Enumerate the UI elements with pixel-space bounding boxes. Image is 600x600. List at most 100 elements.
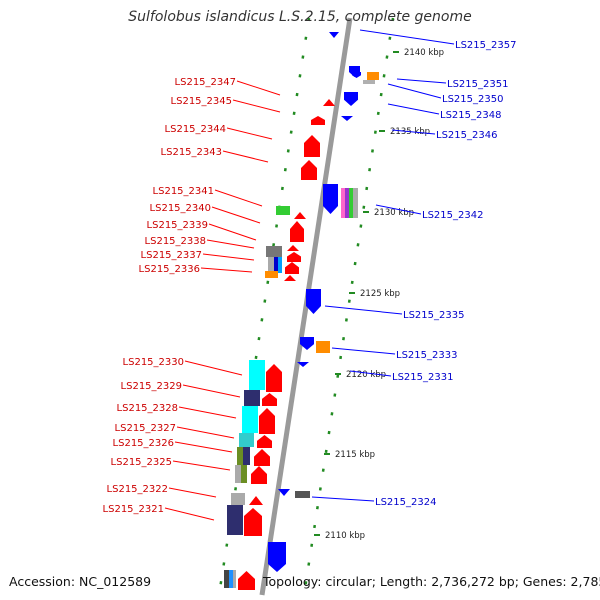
- reverse-gene-label[interactable]: LS215_2357: [455, 40, 516, 51]
- gene-block[interactable]: [243, 447, 250, 465]
- forward-gene-label[interactable]: LS215_2337: [141, 250, 202, 261]
- reverse-gene-arrow[interactable]: [306, 289, 321, 314]
- gene-block[interactable]: [241, 465, 247, 483]
- forward-gene-label[interactable]: LS215_2340: [150, 203, 211, 214]
- gene-block[interactable]: [278, 257, 282, 273]
- forward-gene-label[interactable]: LS215_2321: [103, 504, 164, 515]
- forward-gene-label[interactable]: LS215_2327: [115, 423, 176, 434]
- forward-gene-label[interactable]: LS215_2347: [175, 77, 236, 88]
- forward-gene-arrow[interactable]: [294, 212, 306, 219]
- forward-gene-arrow[interactable]: [257, 435, 272, 448]
- forward-gene-arrow[interactable]: [323, 99, 335, 106]
- forward-gene-leader-line: [174, 441, 233, 453]
- forward-gene-arrow[interactable]: [285, 262, 299, 274]
- forward-gene-arrow[interactable]: [262, 393, 277, 406]
- gene-block[interactable]: [265, 271, 278, 278]
- gene-block[interactable]: [249, 360, 265, 390]
- genome-stats-text: Topology: circular; Length: 2,736,272 bp…: [263, 574, 600, 589]
- forward-gene-leader-line: [200, 267, 253, 273]
- gene-block[interactable]: [341, 188, 345, 218]
- reverse-gene-label[interactable]: LS215_2346: [436, 130, 497, 141]
- forward-gene-leader-line: [172, 460, 231, 471]
- gene-block[interactable]: [295, 491, 310, 498]
- gene-block[interactable]: [235, 465, 241, 483]
- reverse-gene-arrow[interactable]: [341, 116, 353, 121]
- reverse-gene-leader-line: [324, 305, 403, 315]
- forward-gene-arrow[interactable]: [251, 466, 267, 484]
- forward-gene-label[interactable]: LS215_2330: [123, 357, 184, 368]
- gene-block[interactable]: [316, 341, 330, 353]
- forward-gene-label[interactable]: LS215_2329: [121, 381, 182, 392]
- forward-gene-label[interactable]: LS215_2326: [113, 438, 174, 449]
- forward-gene-label[interactable]: LS215_2341: [153, 186, 214, 197]
- forward-gene-label[interactable]: LS215_2338: [145, 236, 206, 247]
- reverse-gene-label[interactable]: LS215_2351: [447, 79, 508, 90]
- reverse-gene-arrow[interactable]: [329, 32, 339, 38]
- reverse-gene-arrow[interactable]: [344, 92, 358, 106]
- gene-block[interactable]: [353, 188, 358, 218]
- forward-gene-leader-line: [222, 150, 269, 163]
- forward-gene-arrow[interactable]: [290, 221, 304, 242]
- reverse-gene-arrow[interactable]: [300, 337, 314, 350]
- dotted-guide-lines: [217, 17, 395, 596]
- forward-gene-arrow[interactable]: [304, 135, 320, 157]
- forward-gene-label[interactable]: LS215_2336: [139, 264, 200, 275]
- gene-block[interactable]: [227, 505, 243, 535]
- reverse-gene-label[interactable]: LS215_2324: [375, 497, 436, 508]
- reverse-gene-arrow[interactable]: [297, 362, 309, 367]
- gene-block[interactable]: [276, 206, 290, 215]
- gene-block[interactable]: [349, 188, 353, 218]
- forward-gene-label[interactable]: LS215_2325: [111, 457, 172, 468]
- reverse-gene-arrow[interactable]: [352, 72, 361, 78]
- forward-gene-leader-line: [236, 80, 281, 96]
- gene-block[interactable]: [224, 570, 229, 588]
- forward-gene-label[interactable]: LS215_2339: [147, 220, 208, 231]
- gene-block[interactable]: [239, 433, 254, 447]
- forward-gene-arrow[interactable]: [301, 160, 317, 180]
- forward-gene-arrow[interactable]: [287, 245, 299, 251]
- gene-block[interactable]: [231, 493, 245, 505]
- tick-label: 2115 kbp: [335, 450, 375, 460]
- forward-gene-leader-line: [211, 206, 261, 224]
- gene-block[interactable]: [242, 406, 258, 433]
- forward-gene-arrow[interactable]: [266, 364, 282, 392]
- reverse-gene-arrow[interactable]: [278, 489, 290, 496]
- gene-block[interactable]: [367, 72, 379, 80]
- gene-block[interactable]: [274, 257, 278, 273]
- gene-block[interactable]: [266, 246, 282, 257]
- forward-gene-arrow[interactable]: [238, 571, 255, 590]
- reverse-gene-label[interactable]: LS215_2331: [392, 372, 453, 383]
- forward-gene-arrow[interactable]: [254, 449, 270, 466]
- reverse-gene-label[interactable]: LS215_2350: [442, 94, 503, 105]
- reverse-gene-label[interactable]: LS215_2333: [396, 350, 457, 361]
- reverse-gene-leader-line: [311, 496, 375, 502]
- forward-gene-arrow[interactable]: [244, 508, 262, 536]
- forward-gene-arrow[interactable]: [259, 408, 275, 434]
- reverse-gene-label[interactable]: LS215_2342: [422, 210, 483, 221]
- gene-block[interactable]: [233, 570, 236, 588]
- forward-gene-arrow[interactable]: [287, 252, 301, 262]
- reverse-gene-label[interactable]: LS215_2348: [440, 110, 501, 121]
- forward-gene-label[interactable]: LS215_2322: [107, 484, 168, 495]
- forward-gene-arrow[interactable]: [311, 116, 325, 125]
- forward-gene-label[interactable]: LS215_2345: [171, 96, 232, 107]
- gene-block[interactable]: [268, 257, 274, 273]
- reverse-gene-arrow[interactable]: [268, 542, 286, 572]
- forward-gene-arrow[interactable]: [249, 496, 263, 505]
- gene-block[interactable]: [345, 188, 349, 218]
- gene-block[interactable]: [244, 390, 260, 406]
- gene-block[interactable]: [363, 80, 375, 84]
- forward-gene-label[interactable]: LS215_2344: [165, 124, 226, 135]
- gene-block[interactable]: [229, 570, 233, 588]
- reverse-gene-label[interactable]: LS215_2335: [403, 310, 464, 321]
- gene-block[interactable]: [237, 447, 243, 465]
- dotted-guide-line: [302, 17, 395, 596]
- forward-gene-leader-line: [176, 426, 235, 439]
- reverse-gene-arrow[interactable]: [323, 184, 338, 214]
- forward-gene-label[interactable]: LS215_2328: [117, 403, 178, 414]
- genome-backbone: [259, 17, 353, 596]
- forward-gene-label[interactable]: LS215_2343: [161, 147, 222, 158]
- forward-gene-leader-line: [232, 99, 281, 113]
- forward-gene-arrow[interactable]: [284, 275, 296, 281]
